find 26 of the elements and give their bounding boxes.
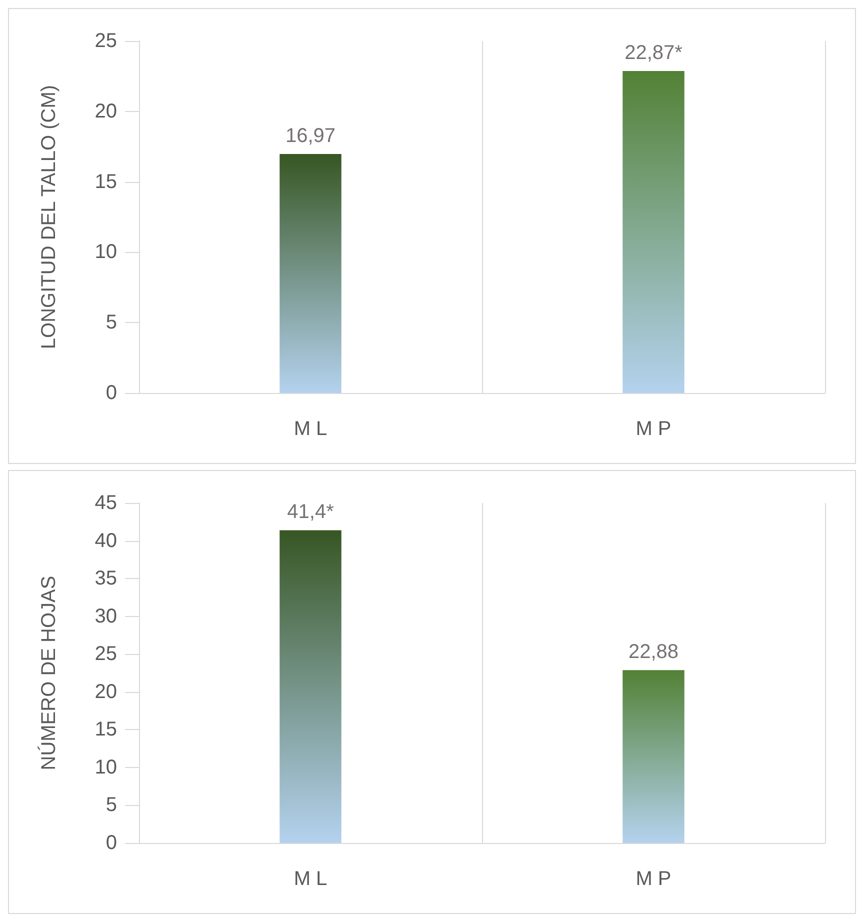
y-tick-label: 35 <box>94 568 117 590</box>
y-tick-label: 0 <box>106 382 117 404</box>
y-tick-label: 5 <box>106 794 117 816</box>
y-tick-label: 15 <box>94 170 117 193</box>
y-tick-label: 30 <box>94 605 117 628</box>
y-tick-label: 15 <box>94 718 117 741</box>
data-label: 22,88 <box>628 641 679 664</box>
x-tick-label: M L <box>294 868 328 890</box>
y-axis-title: LONGITUD DEL TALLO (CM) <box>38 84 60 350</box>
y-tick-label: 25 <box>94 643 117 666</box>
x-tick-label: M L <box>294 418 328 440</box>
y-tick-label: 5 <box>106 312 117 334</box>
y-tick-label: 0 <box>106 832 117 854</box>
y-tick-label: 25 <box>94 30 117 52</box>
x-tick-label: M P <box>636 418 672 440</box>
y-tick-label: 10 <box>94 756 117 778</box>
x-tick-label: M P <box>636 868 672 890</box>
y-tick-label: 20 <box>94 100 117 122</box>
data-label: 41,4* <box>287 501 334 524</box>
data-label: 16,97 <box>285 125 336 148</box>
y-axis-title: NÚMERO DE HOJAS <box>37 576 60 770</box>
y-tick-label: 45 <box>94 492 117 514</box>
y-tick-label: 40 <box>94 530 117 552</box>
y-tick-label: 20 <box>94 680 117 703</box>
data-label: 22,87* <box>624 42 683 64</box>
y-tick-label: 10 <box>94 241 117 264</box>
